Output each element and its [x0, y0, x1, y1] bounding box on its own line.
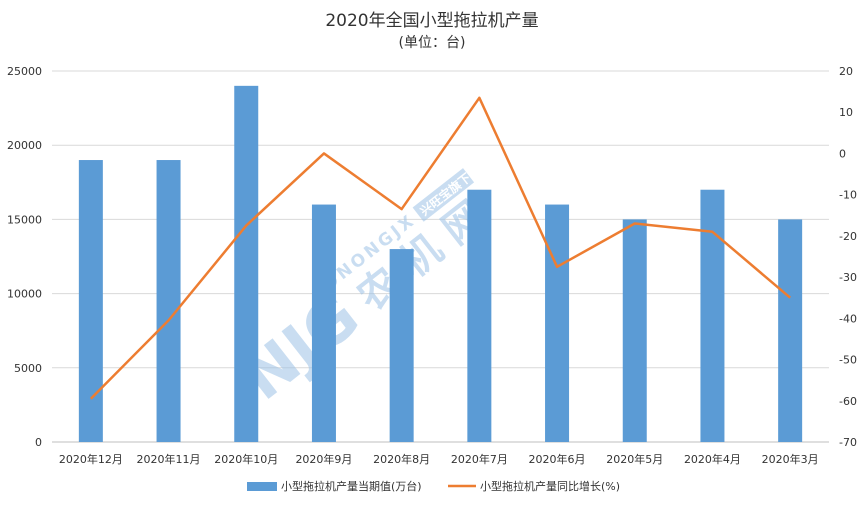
- y-right-tick-label: 0: [839, 147, 846, 160]
- bar: [467, 189, 492, 442]
- x-tick-label: 2020年4月: [684, 452, 741, 466]
- y-left-tick-label: 0: [35, 436, 42, 449]
- bar: [778, 219, 803, 442]
- y-right-tick-label: -60: [839, 395, 857, 408]
- y-right-tick-label: -20: [839, 230, 857, 243]
- watermark-tagline-box: [412, 168, 475, 222]
- x-tick-label: 2020年11月: [137, 452, 201, 466]
- y-right-tick-label: -50: [839, 354, 857, 367]
- y-left-tick-label: 5000: [14, 362, 42, 375]
- x-tick-label: 2020年7月: [451, 452, 508, 466]
- y-right-tick-label: -40: [839, 312, 857, 325]
- bar: [700, 189, 725, 442]
- y-right-tick-label: -30: [839, 271, 857, 284]
- y-right-tick-label: 10: [839, 106, 853, 119]
- line-layer: [89, 96, 791, 400]
- legend-bar-swatch: [247, 482, 277, 491]
- legend: 小型拖拉机产量当期值(万台) 小型拖拉机产量同比增长(%): [247, 479, 620, 493]
- bar: [545, 204, 570, 442]
- grid-layer: [52, 70, 829, 443]
- y-left-tick-label: 20000: [7, 139, 42, 152]
- x-tick-label: 2020年3月: [762, 452, 819, 466]
- bar: [622, 219, 647, 442]
- x-tick-label: 2020年10月: [214, 452, 278, 466]
- y-right-tick-label: -10: [839, 189, 857, 202]
- axis-labels: 0 5000 10000 15000 20000 25000 -70 -60 -50 -40 -30…: [7, 65, 857, 466]
- legend-line-label: 小型拖拉机产量同比增长(%): [480, 479, 620, 493]
- bar: [156, 160, 181, 443]
- y-left-tick-label: 15000: [7, 213, 42, 226]
- y-right-tick-label: -70: [839, 436, 857, 449]
- y-left-tick-label: 25000: [7, 65, 42, 78]
- chart-title: 2020年全国小型拖拉机产量: [325, 11, 538, 31]
- bar: [78, 160, 103, 443]
- legend-bar-label: 小型拖拉机产量当期值(万台): [281, 479, 422, 493]
- y-right-tick-label: 20: [839, 65, 853, 78]
- chart-subtitle: (单位：台): [399, 35, 466, 51]
- x-tick-label: 2020年6月: [529, 452, 586, 466]
- x-tick-label: 2020年8月: [373, 452, 430, 466]
- y-left-tick-label: 10000: [7, 288, 42, 301]
- bar: [389, 249, 414, 442]
- x-tick-label: 2020年9月: [295, 452, 352, 466]
- x-tick-label: 2020年5月: [606, 452, 663, 466]
- bar: [234, 85, 259, 442]
- x-tick-label: 2020年12月: [59, 452, 123, 466]
- bar: [311, 204, 336, 442]
- line-series: [89, 96, 791, 400]
